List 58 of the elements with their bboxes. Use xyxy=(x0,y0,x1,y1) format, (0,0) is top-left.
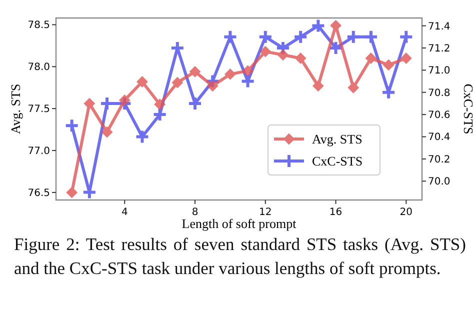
point xyxy=(258,29,273,44)
point xyxy=(330,20,342,32)
point xyxy=(348,82,359,94)
point xyxy=(134,129,150,144)
point xyxy=(383,59,394,70)
point xyxy=(277,49,288,60)
x-tick-label: 16 xyxy=(329,207,342,218)
x-tick-label: 4 xyxy=(121,207,128,218)
y-axis-title: Avg. STS xyxy=(8,84,23,134)
point xyxy=(102,126,113,138)
point xyxy=(170,40,185,56)
y2-tick-label: 70.0 xyxy=(428,176,450,188)
legend-label: Avg. STS xyxy=(312,132,362,146)
caption: Figure 2: Test results of seven standard STS tasks (Avg. STS) and the CxC-STS task under various lengths of soft prompts. xyxy=(14,233,466,280)
point xyxy=(152,107,168,122)
point xyxy=(222,29,238,44)
y2-tick-label: 71.4 xyxy=(428,21,450,32)
point xyxy=(188,96,203,111)
point xyxy=(293,29,308,44)
y-tick-label: 78.0 xyxy=(28,62,50,74)
y2-tick-label: 70.2 xyxy=(428,154,450,166)
point xyxy=(346,29,361,44)
y2-tick-label: 70.4 xyxy=(428,132,450,144)
y2-tick-label: 70.8 xyxy=(428,88,450,99)
point xyxy=(207,80,218,92)
y-tick-label: 76.5 xyxy=(28,188,50,199)
point xyxy=(190,66,201,78)
point xyxy=(398,29,414,44)
point xyxy=(240,74,256,89)
x-tick-label: 8 xyxy=(192,207,198,218)
point xyxy=(365,52,376,64)
y2-tick-label: 70.6 xyxy=(428,110,450,122)
point xyxy=(381,84,396,100)
y2-tick-label: 71.2 xyxy=(428,43,450,54)
point xyxy=(295,52,306,64)
x-axis-title: Length of soft prompt xyxy=(182,216,297,231)
point xyxy=(172,77,183,88)
y-tick-label: 77.5 xyxy=(28,104,50,116)
point xyxy=(154,98,166,110)
point xyxy=(66,186,78,198)
y2-axis-title: CxC-STS xyxy=(461,84,474,134)
point xyxy=(260,46,271,58)
y-tick-label: 77.0 xyxy=(28,146,50,158)
point xyxy=(64,118,80,134)
y2-tick-label: 71.0 xyxy=(428,66,450,77)
point xyxy=(84,98,95,110)
legend-label: CxC-STS xyxy=(312,154,363,168)
x-tick-label: 12 xyxy=(259,207,272,218)
x-tick-label: 20 xyxy=(400,207,413,218)
point xyxy=(363,29,378,44)
point xyxy=(224,68,236,80)
point xyxy=(136,76,148,88)
point xyxy=(310,18,326,34)
point xyxy=(400,52,412,64)
point xyxy=(119,94,130,106)
y-tick-label: 78.5 xyxy=(28,20,50,32)
point xyxy=(242,65,254,76)
point xyxy=(312,80,324,92)
